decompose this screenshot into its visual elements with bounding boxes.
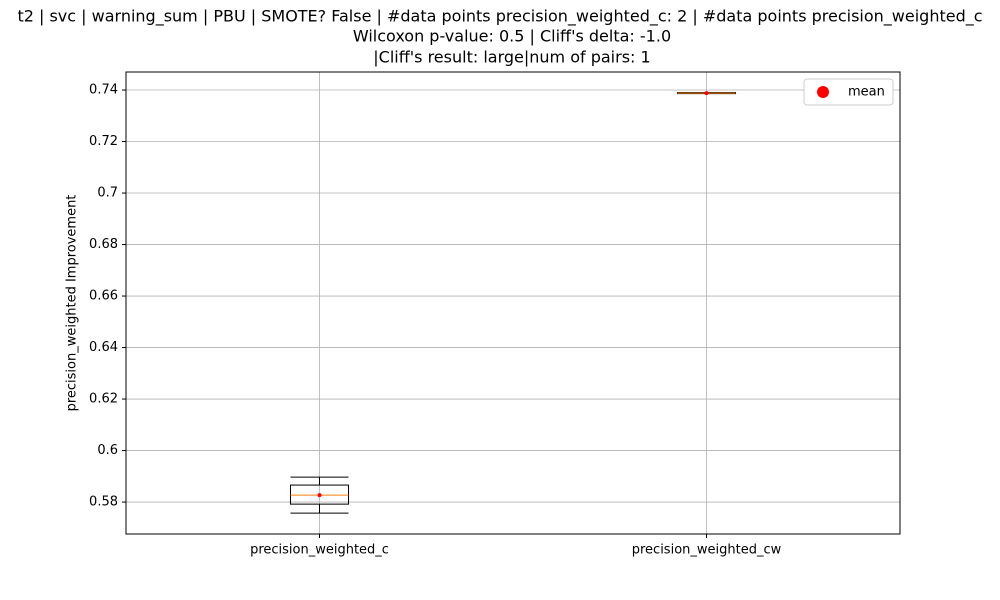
chart-subtitle: Wilcoxon p-value: 0.5 | Cliff's delta: -… bbox=[353, 27, 671, 46]
legend-box bbox=[803, 78, 894, 106]
y-tick-label: 0.7 bbox=[97, 186, 118, 201]
box bbox=[289, 484, 350, 505]
legend-marker bbox=[817, 86, 829, 98]
y-tick-label: 0.74 bbox=[89, 83, 118, 98]
y-axis-label: precision_weighted Improvement bbox=[65, 195, 80, 412]
y-tick-label: 0.62 bbox=[89, 392, 118, 407]
chart-subtitle: |Cliff's result: large|num of pairs: 1 bbox=[373, 48, 650, 67]
y-tick-label: 0.64 bbox=[89, 340, 118, 355]
y-tick-label: 0.58 bbox=[89, 495, 118, 510]
y-tick-label: 0.72 bbox=[89, 134, 118, 149]
chart-title: t2 | svc | warning_sum | PBU | SMOTE? Fa… bbox=[17, 7, 982, 27]
mean-marker bbox=[317, 493, 322, 498]
x-tick-label: precision_weighted_cw bbox=[632, 543, 782, 558]
mean-marker bbox=[704, 91, 709, 96]
x-tick-label: precision_weighted_c bbox=[250, 543, 389, 558]
y-tick-label: 0.6 bbox=[97, 443, 118, 458]
y-tick-label: 0.66 bbox=[89, 289, 118, 304]
y-tick-label: 0.68 bbox=[89, 237, 118, 252]
legend-label: mean bbox=[848, 85, 885, 100]
plot-frame bbox=[125, 71, 901, 535]
